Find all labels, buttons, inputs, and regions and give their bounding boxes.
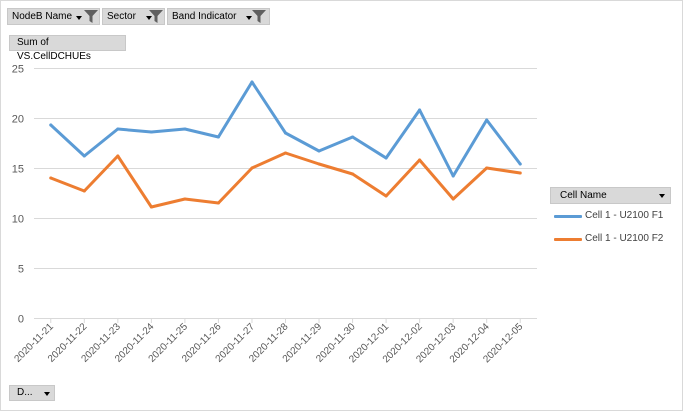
axis-field-label: D...	[17, 387, 33, 398]
data-point	[183, 127, 187, 131]
data-point	[216, 135, 220, 139]
legend-label: Cell 1 - U2100 F1	[585, 210, 664, 221]
data-point	[250, 80, 254, 84]
series-line-2	[49, 151, 522, 209]
data-point	[384, 156, 388, 160]
axis-field-button[interactable]: D...	[9, 385, 55, 401]
filter-funnel-icon[interactable]	[252, 10, 266, 23]
data-point	[149, 205, 153, 209]
data-point	[116, 127, 120, 131]
dropdown-arrow-icon[interactable]	[74, 9, 84, 24]
y-axis-tick-labels: 0 5 10 15 20 25	[12, 64, 24, 326]
dropdown-arrow-icon[interactable]	[244, 9, 254, 24]
data-point	[518, 171, 522, 175]
y-tick-label: 25	[12, 64, 24, 76]
data-point	[183, 197, 187, 201]
data-point	[317, 162, 321, 166]
filter-label: NodeB Name	[12, 11, 73, 22]
gridlines	[34, 68, 537, 323]
value-field-label: Sum of VS.CellDCHUEs	[17, 37, 91, 62]
data-point	[250, 166, 254, 170]
y-tick-label: 5	[18, 264, 24, 276]
legend-item-series-2: Cell 1 - U2100 F2	[552, 232, 663, 246]
legend-title: Cell Name	[560, 190, 607, 201]
data-point	[451, 197, 455, 201]
y-tick-label: 10	[12, 214, 24, 226]
dropdown-arrow-icon[interactable]	[44, 392, 50, 396]
data-point	[49, 176, 53, 180]
series-lines	[49, 80, 522, 209]
data-point	[116, 154, 120, 158]
data-point	[418, 158, 422, 162]
filter-button-band-indicator[interactable]: Band Indicator	[167, 8, 270, 25]
legend-swatch-1	[554, 215, 582, 218]
filter-funnel-icon[interactable]	[149, 10, 163, 23]
legend-field-button[interactable]: Cell Name	[550, 187, 671, 204]
data-point	[82, 154, 86, 158]
data-point	[451, 174, 455, 178]
x-axis-tick-labels: 2020-11-212020-11-222020-11-232020-11-24…	[12, 321, 525, 365]
data-point	[317, 149, 321, 153]
legend-label: Cell 1 - U2100 F2	[585, 233, 664, 244]
data-point	[82, 189, 86, 193]
data-point	[518, 162, 522, 166]
dropdown-arrow-icon[interactable]	[659, 194, 665, 198]
data-point	[485, 166, 489, 170]
data-point	[418, 108, 422, 112]
y-tick-label: 15	[12, 164, 24, 176]
data-point	[485, 118, 489, 122]
data-point	[351, 135, 355, 139]
filter-button-sector[interactable]: Sector	[102, 8, 165, 25]
data-point	[384, 194, 388, 198]
dropdown-arrow-icon[interactable]	[144, 9, 154, 24]
filter-funnel-icon[interactable]	[84, 10, 98, 23]
legend-swatch-2	[554, 238, 582, 241]
data-point	[216, 201, 220, 205]
filter-label: Sector	[107, 11, 136, 22]
legend-item-series-1: Cell 1 - U2100 F1	[552, 209, 663, 223]
data-point	[49, 123, 53, 127]
y-tick-label: 20	[12, 114, 24, 126]
filter-label: Band Indicator	[172, 11, 237, 22]
data-point	[149, 130, 153, 134]
data-point	[284, 151, 287, 155]
data-point	[351, 172, 355, 176]
filter-button-nodeb-name[interactable]: NodeB Name	[7, 8, 100, 25]
value-field-button[interactable]: Sum of VS.CellDCHUEs	[9, 35, 126, 62]
data-point	[284, 131, 287, 135]
y-tick-label: 0	[18, 314, 24, 326]
